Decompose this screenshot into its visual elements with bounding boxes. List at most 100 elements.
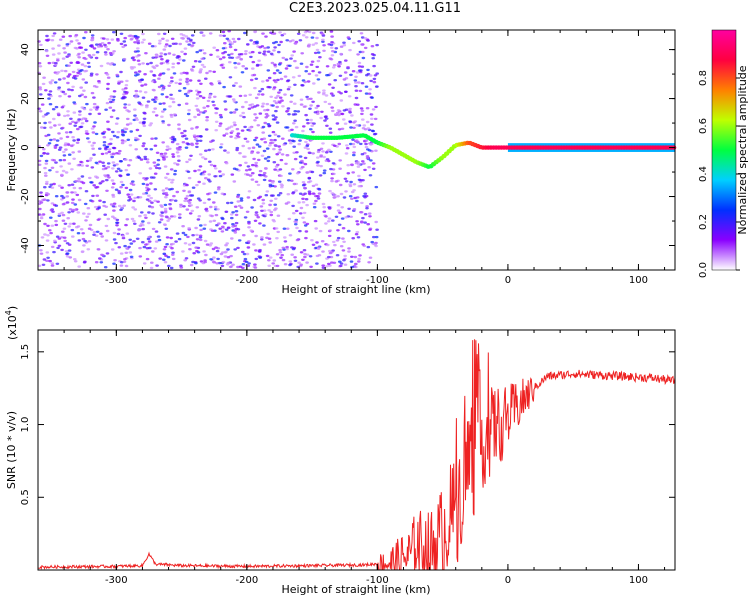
spectrogram-cell (70, 183, 75, 186)
spectrogram-cell (191, 65, 196, 69)
spectrogram-cell (345, 144, 349, 147)
spectrogram-cell (334, 180, 339, 183)
spectrogram-cell (80, 106, 85, 109)
spectrogram-cell (236, 195, 240, 198)
spectrogram-cell (186, 112, 191, 116)
spectrogram-cell (314, 42, 319, 45)
spectrogram-cell (290, 128, 294, 131)
spectrogram-cell (331, 109, 335, 113)
spectrogram-cell (253, 113, 257, 116)
spectrogram-cell (218, 122, 223, 125)
spectrogram-cell (293, 59, 297, 63)
spectrogram-cell (190, 209, 195, 213)
spectrogram-cell (93, 205, 98, 209)
spectrogram-cell (332, 261, 337, 264)
spectrogram-cell (68, 256, 73, 259)
spectrogram-cell (287, 113, 291, 116)
spectrogram-cell (221, 225, 225, 228)
spectrogram-cell (298, 212, 303, 215)
spectrogram-cell (151, 98, 155, 101)
spectrogram-cell (265, 147, 270, 150)
spectrogram-cell (281, 258, 286, 262)
spectrogram-cell (73, 258, 77, 261)
spectrogram-cell (152, 161, 157, 164)
spectrogram-cell (330, 192, 335, 195)
spectrogram-cell (151, 110, 156, 114)
spectrogram-cell (80, 164, 84, 167)
spectrogram-cell (38, 86, 42, 89)
spectrogram-cell (313, 111, 318, 114)
spectrogram-cell (282, 227, 287, 230)
spectrogram-cell (87, 227, 92, 230)
spectrogram-cell (149, 266, 154, 270)
spectrogram-cell (336, 229, 340, 232)
spectrogram-cell (300, 159, 304, 163)
spectrogram-cell (278, 31, 282, 34)
spectrogram-cell (94, 132, 99, 136)
spectrogram-cell (128, 238, 132, 241)
spectrogram-cell (140, 41, 145, 44)
spectrogram-cell (206, 192, 210, 196)
spectrogram-cell (49, 94, 53, 98)
spectrogram-cell (159, 214, 163, 217)
spectrogram-cell (131, 180, 135, 183)
spectrogram-cell (103, 51, 108, 54)
spectrogram-cell (327, 234, 332, 238)
spectrogram-cell (333, 79, 338, 82)
spectrogram-cell (68, 122, 72, 125)
spectrogram-cell (368, 74, 373, 77)
spectrogram-cell (332, 63, 337, 67)
spectrogram-cell (349, 215, 354, 218)
spectrogram-cell (326, 243, 330, 247)
spectrogram-cell (348, 120, 352, 123)
spectrogram-cell (82, 117, 86, 120)
spectrogram-cell (357, 260, 361, 263)
spectrogram-cell (169, 93, 173, 97)
spectrogram-cell (329, 255, 334, 259)
spectrogram-cell (136, 41, 141, 45)
spectrogram-cell (182, 205, 186, 208)
spectrogram-cell (195, 97, 200, 100)
spectrogram-cell (221, 47, 226, 50)
spectrogram-cell (169, 97, 173, 100)
spectrogram-cell (161, 120, 165, 123)
spectrogram-cell (360, 82, 365, 85)
spectrogram-cell (293, 157, 298, 161)
spectrogram-cell (213, 205, 218, 209)
spectrogram-cell (344, 216, 349, 219)
spectrogram-cell (150, 201, 154, 204)
spectrogram-cell (330, 179, 334, 183)
spectrogram-cell (165, 145, 170, 148)
spectrogram-cell (251, 50, 255, 54)
spectrogram-cell (179, 266, 184, 269)
spectrogram-cell (84, 190, 89, 193)
spectrogram-cell (152, 73, 156, 77)
spectrogram-cell (253, 138, 257, 142)
spectrogram-cell (285, 245, 289, 249)
spectrogram-cell (224, 250, 228, 253)
spectrogram-cell (328, 264, 332, 267)
spectrogram-cell (305, 118, 310, 122)
spectrogram-cell (276, 194, 281, 197)
spectrogram-cell (276, 94, 280, 98)
spectrogram-cell (207, 173, 211, 176)
spectrogram-cell (164, 227, 169, 230)
spectrogram-cell (92, 47, 97, 50)
spectrogram-cell (293, 256, 297, 259)
spectrogram-cell (218, 174, 223, 178)
spectrogram-cell (157, 77, 161, 80)
spectrogram-cell (257, 145, 262, 148)
spectrogram-cell (341, 249, 346, 252)
spectrogram-cell (110, 179, 115, 182)
spectrogram-cell (104, 205, 109, 208)
spectrogram-cell (120, 130, 125, 134)
spectrogram-cell (71, 76, 76, 79)
spectrogram-cell (60, 186, 64, 189)
spectrogram-cell (286, 201, 291, 204)
spectrogram-cell (329, 58, 334, 61)
spectrogram-cell (191, 234, 195, 237)
colorbar-tick-label: 0.4 (698, 166, 709, 182)
spectrogram-cell (287, 217, 292, 221)
spectrogram-cell (104, 152, 109, 155)
spectrogram-cell (138, 80, 142, 84)
